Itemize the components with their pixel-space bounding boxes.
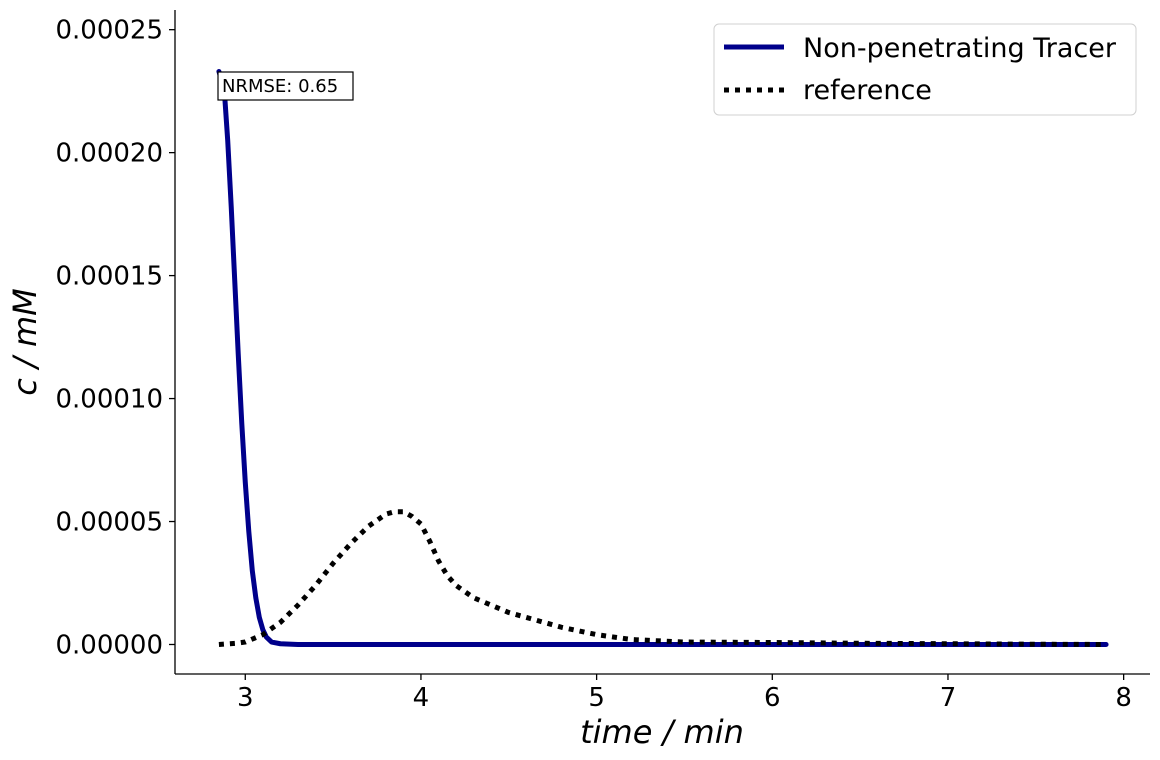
y-tick-label: 0.00020 [55, 139, 163, 169]
y-tick-label: 0.00010 [55, 385, 163, 415]
x-axis-label: time / min [580, 713, 744, 751]
legend-label-non-penetrating-tracer: Non-penetrating Tracer [803, 33, 1117, 64]
annotation-box [217, 71, 354, 101]
nrmse-annotation: NRMSE: 0.65 [217, 71, 354, 101]
y-tick-label: 0.00000 [55, 630, 163, 660]
series-line-reference [218, 509, 1107, 647]
x-tick-label: 6 [764, 683, 781, 713]
y-tick-label: 0.00005 [55, 508, 163, 538]
x-tick-label: 3 [237, 683, 254, 713]
series-line-non-penetrating-tracer [216, 68, 1109, 647]
axes-frame [174, 10, 1150, 675]
legend-box [713, 23, 1137, 116]
y-tick-label: 0.00015 [55, 262, 163, 292]
legend: Non-penetrating Tracer reference [713, 23, 1137, 116]
y-ticks: 0.00000 0.00005 0.00010 0.00015 0.00020 0.000… [55, 16, 175, 660]
x-tick-label: 7 [940, 683, 957, 713]
y-axis-label: c / mM [6, 288, 44, 396]
y-tick-label: 0.00025 [55, 16, 163, 46]
annotation-text: NRMSE: 0.65 [222, 76, 338, 97]
legend-label-reference: reference [803, 75, 932, 106]
series-layer [216, 68, 1109, 647]
x-tick-label: 4 [413, 683, 430, 713]
x-ticks: 3 4 5 6 7 8 [237, 674, 1132, 713]
x-tick-label: 8 [1115, 683, 1132, 713]
x-tick-label: 5 [588, 683, 605, 713]
